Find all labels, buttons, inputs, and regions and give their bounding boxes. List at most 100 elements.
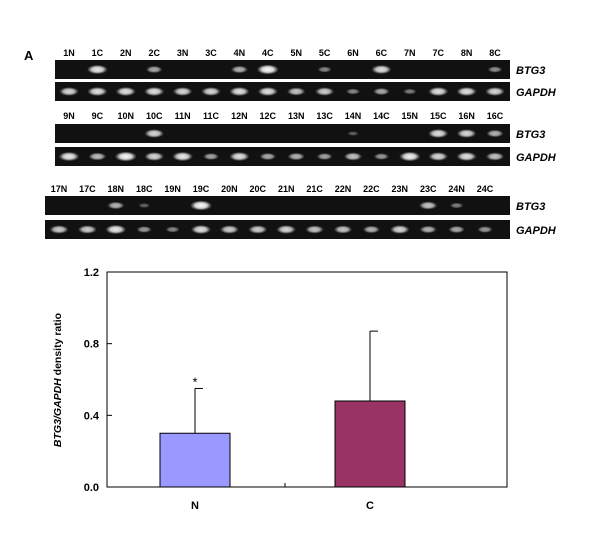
btg3-band — [256, 64, 279, 75]
lane-label: 19N — [164, 184, 181, 194]
lane-label: 21C — [306, 184, 323, 194]
significance-marker: * — [192, 374, 197, 389]
lane-label: 3C — [205, 48, 217, 58]
btg3-gel-strip — [55, 60, 510, 79]
lane-label: 9N — [63, 111, 75, 121]
gapdh-band — [399, 151, 421, 162]
btg3-band — [144, 129, 164, 138]
lane-label: 9C — [92, 111, 104, 121]
btg3-band — [486, 129, 504, 138]
gapdh-band — [165, 226, 180, 233]
gel-row: 17N 17C 18N 18C 19N 19C 20N 20C 21N 21C 22N 22C 23N 2… — [45, 184, 557, 239]
y-tick-label: 0.8 — [84, 339, 99, 351]
lane-label: 17N — [51, 184, 68, 194]
lane-label: 1N — [63, 48, 75, 58]
gapdh-band — [316, 153, 333, 160]
gapdh-band — [49, 225, 69, 234]
lane-label: 23C — [420, 184, 437, 194]
gapdh-band — [485, 152, 505, 161]
gapdh-band — [257, 86, 278, 97]
lane-label: 17C — [79, 184, 96, 194]
lane-label: 18N — [108, 184, 125, 194]
gapdh-band — [88, 152, 107, 161]
btg3-band — [487, 66, 503, 73]
lane-label: 13N — [288, 111, 305, 121]
lane-label: 1C — [92, 48, 104, 58]
gapdh-band — [373, 153, 390, 160]
bar-C — [334, 400, 406, 488]
gapdh-band — [403, 88, 417, 95]
lane-label: 19C — [193, 184, 210, 194]
lane-label: 24N — [448, 184, 465, 194]
lane-label: 12N — [231, 111, 248, 121]
lane-label: 10C — [146, 111, 163, 121]
y-axis-title-gene: BTG3/GAPDH — [52, 378, 64, 447]
lane-label: 16C — [487, 111, 504, 121]
lane-label: 13C — [316, 111, 333, 121]
btg3-band — [230, 65, 248, 74]
gapdh-gel-strip — [55, 82, 510, 101]
gene-label-btg3: BTG3 — [516, 65, 545, 77]
lane-label: 20N — [221, 184, 238, 194]
lane-label: 12C — [260, 111, 277, 121]
btg3-band — [347, 131, 359, 136]
gapdh-band — [201, 87, 221, 96]
gapdh-band — [345, 88, 361, 95]
gapdh-band — [287, 152, 305, 161]
lane-label: 4C — [262, 48, 274, 58]
gapdh-band — [456, 151, 477, 162]
gapdh-band — [77, 225, 97, 234]
gapdh-band — [203, 153, 219, 160]
y-tick-label: 0.4 — [84, 410, 100, 422]
lane-label: 5C — [319, 48, 331, 58]
gapdh-band — [87, 86, 108, 97]
lane-label: 10N — [118, 111, 135, 121]
gene-label-gapdh: GAPDH — [516, 152, 557, 164]
gapdh-band — [105, 224, 127, 235]
plot-frame — [106, 271, 508, 488]
gapdh-band — [315, 87, 335, 96]
lane-label: 11N — [175, 111, 191, 121]
gapdh-band — [362, 225, 380, 234]
gapdh-band — [343, 152, 363, 161]
btg3-gel-strip — [55, 124, 510, 143]
lane-label: 6C — [376, 48, 388, 58]
gapdh-band — [59, 87, 79, 96]
gapdh-band — [390, 225, 410, 234]
btg3-band — [190, 200, 212, 211]
gapdh-band — [419, 225, 437, 234]
gapdh-band — [144, 86, 165, 97]
lane-label: 23N — [392, 184, 409, 194]
btg3-band — [449, 202, 464, 209]
gapdh-band — [248, 225, 268, 234]
gapdh-band — [428, 86, 449, 97]
y-axis-title-rest: density ratio — [52, 313, 64, 378]
lane-label: 22C — [363, 184, 380, 194]
gapdh-band — [477, 226, 493, 233]
gapdh-band — [58, 151, 80, 162]
gapdh-band — [276, 225, 297, 234]
gapdh-band — [305, 225, 324, 234]
x-tick-label: N — [191, 500, 199, 512]
gene-label-btg3: BTG3 — [516, 201, 545, 213]
lane-label: 15C — [430, 111, 447, 121]
gapdh-band — [373, 87, 390, 96]
gapdh-band — [144, 152, 164, 161]
gel-panel: 1N 1C 2N 2C 3N 3C 4N 4C 5N 5C 6N 6C 7N 7C 8N 8C BTG3 GAPD… — [45, 48, 557, 239]
gene-label-gapdh: GAPDH — [516, 87, 557, 99]
gapdh-band — [485, 87, 505, 96]
lane-label: 14C — [373, 111, 390, 121]
lane-label: 24C — [477, 184, 494, 194]
lane-label: 5N — [290, 48, 302, 58]
btg3-band — [371, 64, 392, 75]
btg3-band — [456, 129, 477, 138]
lane-label: 4N — [234, 48, 246, 58]
gapdh-band — [259, 152, 277, 161]
lane-label: 8C — [489, 48, 501, 58]
gapdh-band — [114, 151, 137, 162]
btg3-band — [107, 201, 125, 210]
lane-label: 18C — [136, 184, 153, 194]
lane-label: 2N — [120, 48, 132, 58]
y-tick-label: 1.2 — [84, 267, 99, 279]
